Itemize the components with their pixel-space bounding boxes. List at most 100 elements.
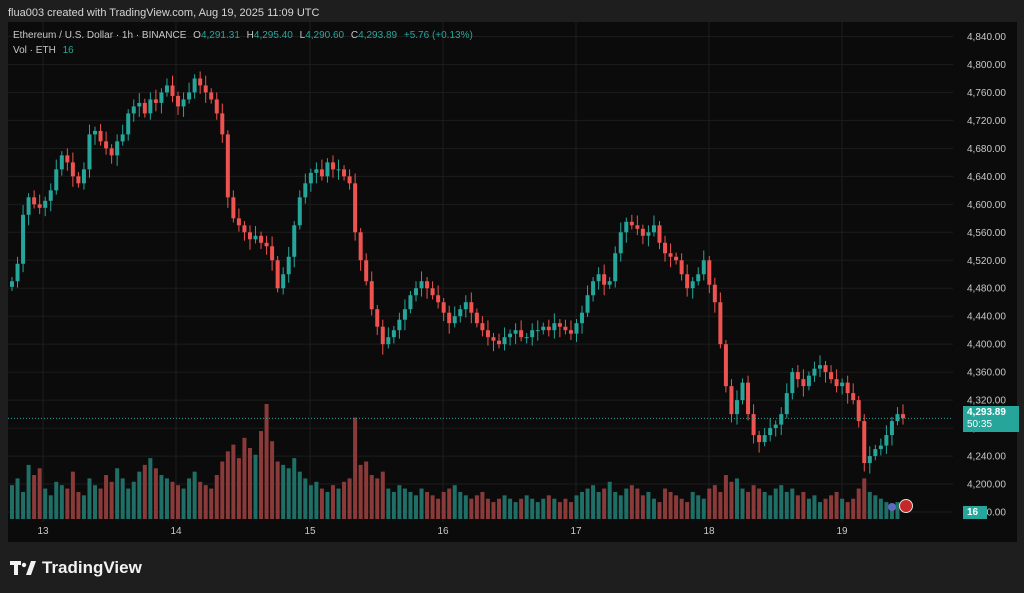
- volume-bar: [580, 491, 585, 519]
- volume-bar: [242, 437, 247, 519]
- candle-body: [220, 113, 225, 135]
- candle-body: [790, 372, 795, 394]
- volume-bar: [574, 495, 579, 519]
- candle-body: [109, 148, 114, 156]
- candle-body: [270, 246, 275, 261]
- candle-body: [508, 333, 513, 338]
- volume-bar: [690, 491, 695, 519]
- x-tick-label: 18: [703, 526, 715, 537]
- candle-body: [757, 435, 762, 443]
- volume-bar: [535, 502, 540, 519]
- volume-bar: [674, 495, 679, 519]
- grid-lines: [8, 22, 953, 522]
- change-value: +5.76 (+0.13%): [403, 30, 473, 41]
- candle-body: [546, 326, 551, 331]
- volume-bar: [629, 485, 634, 519]
- x-axis-ticks: 13 14 15 16 17 18 19: [37, 526, 848, 537]
- symbol-label[interactable]: Ethereum / U.S. Dollar · 1h · BINANCE: [13, 30, 187, 41]
- volume-bar: [353, 417, 358, 519]
- volume-bar: [37, 468, 42, 519]
- candle-body: [635, 225, 640, 229]
- candle-body: [247, 232, 252, 240]
- volume-bar: [104, 475, 109, 519]
- volume-bar: [225, 451, 230, 519]
- candle-body: [264, 242, 269, 247]
- candle-body: [436, 295, 441, 303]
- volume-bar: [491, 502, 496, 519]
- high-value: 4,295.40: [253, 30, 293, 41]
- candle-body: [469, 302, 474, 313]
- candle-body: [485, 330, 490, 338]
- volume-bar: [840, 498, 845, 519]
- candle-body: [231, 197, 236, 219]
- candle-body: [513, 330, 518, 334]
- volume-bar: [878, 498, 883, 519]
- chart-panel[interactable]: 4,160.004,200.004,240.004,280.004,320.00…: [8, 22, 1019, 542]
- close-label: C: [350, 30, 359, 41]
- candle-body: [330, 162, 335, 170]
- volume-bar: [408, 491, 413, 519]
- volume-value: 16: [62, 45, 74, 56]
- low-value: 4,290.60: [305, 30, 345, 41]
- volume-bar: [231, 444, 236, 519]
- volume-bar: [159, 475, 164, 519]
- event-marker-icon[interactable]: [888, 503, 896, 511]
- candle-body: [458, 309, 463, 317]
- candle-body: [54, 169, 59, 191]
- volume-bar: [386, 488, 391, 519]
- tradingview-logo-text: TradingView: [42, 558, 142, 577]
- volume-bar: [779, 485, 784, 519]
- volume-bar: [485, 498, 490, 519]
- volume-bar: [247, 447, 252, 519]
- candle-body: [192, 78, 197, 93]
- candle-body: [203, 85, 208, 93]
- candle-body: [430, 288, 435, 296]
- candle-body: [740, 382, 745, 401]
- candle-body: [663, 242, 668, 254]
- volume-bar: [795, 495, 800, 519]
- price-chart[interactable]: 4,160.004,200.004,240.004,280.004,320.00…: [8, 22, 1017, 542]
- volume-bar: [126, 488, 131, 519]
- y-tick-label: 4,840.00: [967, 32, 1006, 43]
- volume-bar: [220, 461, 225, 519]
- flag-icon[interactable]: [899, 499, 913, 513]
- volume-bar: [895, 502, 900, 519]
- volume-bar: [646, 491, 651, 519]
- volume-bar: [817, 502, 822, 519]
- candle-body: [93, 130, 98, 135]
- volume-bar: [723, 475, 728, 519]
- candle-body: [884, 435, 889, 446]
- candle-body: [314, 169, 319, 173]
- volume-tag: 16: [963, 506, 987, 519]
- y-axis-ticks: 4,160.004,200.004,240.004,280.004,320.00…: [967, 32, 1006, 519]
- y-tick-label: 4,800.00: [967, 60, 1006, 71]
- volume-bar: [120, 478, 125, 519]
- candle-body: [701, 260, 706, 275]
- volume-label[interactable]: Vol · ETH: [13, 45, 56, 56]
- volume-bar: [32, 475, 37, 519]
- volume-bar: [729, 481, 734, 519]
- volume-bar: [192, 471, 197, 519]
- candle-body: [723, 344, 728, 387]
- x-tick-label: 19: [836, 526, 848, 537]
- candle-body: [646, 232, 651, 236]
- volume-bar: [458, 491, 463, 519]
- volume-bar: [176, 485, 181, 519]
- candle-body: [851, 393, 856, 401]
- candle-body: [734, 400, 739, 415]
- candle-body: [375, 309, 380, 327]
- candle-body: [59, 155, 64, 170]
- candle-body: [214, 99, 219, 114]
- low-label: L: [299, 30, 306, 41]
- volume-bar: [762, 491, 767, 519]
- volume-bar: [59, 485, 64, 519]
- candle-body: [187, 92, 192, 100]
- volume-bar: [829, 495, 834, 519]
- candle-body: [308, 172, 313, 184]
- volume-bar: [21, 491, 26, 519]
- candle-body: [801, 379, 806, 387]
- candle-body: [419, 281, 424, 289]
- volume-bar: [397, 485, 402, 519]
- candle-body: [159, 92, 164, 103]
- volume-bar: [596, 491, 601, 519]
